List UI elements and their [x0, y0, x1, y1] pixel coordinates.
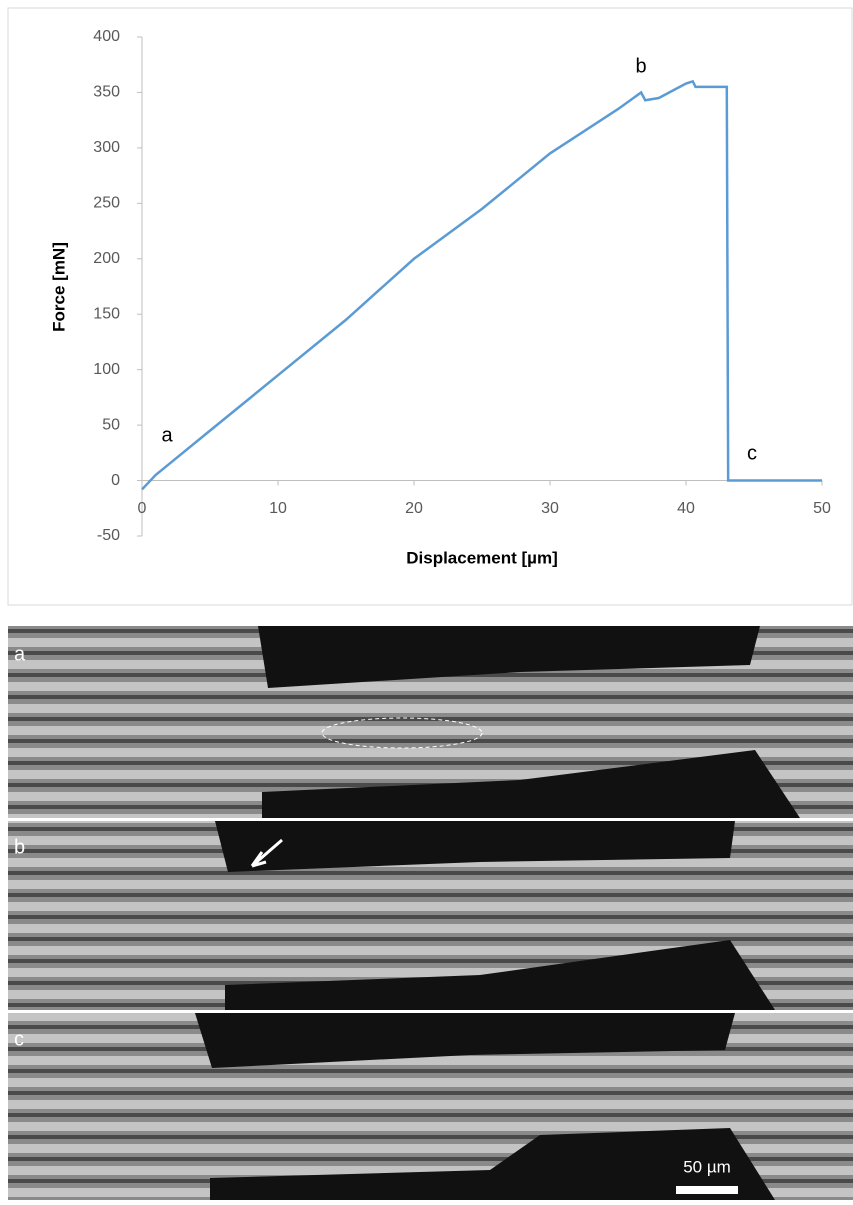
y-tick-label: 250	[93, 195, 120, 212]
data-line	[141, 79, 822, 491]
x-axis-title: Displacement [µm]	[406, 548, 558, 567]
panel-label: b	[14, 836, 25, 858]
annotation: c	[747, 442, 757, 464]
panel-label: c	[14, 1028, 24, 1050]
y-tick-label: -50	[97, 527, 120, 544]
x-tick-label: 0	[138, 500, 147, 517]
scale-bar-label: 50 µm	[683, 1157, 731, 1176]
micrograph-b	[8, 821, 853, 1010]
x-tick-label: 30	[541, 500, 559, 517]
micrograph-a	[8, 626, 853, 818]
annotation: a	[161, 424, 173, 446]
x-tick-label: 40	[677, 500, 695, 517]
x-tick-label: 50	[813, 500, 831, 517]
y-tick-label: 100	[93, 361, 120, 378]
y-tick-label: 150	[93, 305, 120, 322]
y-tick-label: 400	[93, 28, 120, 45]
y-axis-title: Force [mN]	[49, 242, 68, 332]
panel-label: a	[14, 643, 26, 665]
y-tick-label: 200	[93, 250, 120, 267]
x-tick-label: 10	[269, 500, 287, 517]
y-tick-label: 350	[93, 84, 120, 101]
annotation: b	[635, 55, 646, 77]
chart-frame	[7, 7, 853, 606]
y-tick-label: 300	[93, 139, 120, 156]
y-tick-label: 50	[102, 416, 120, 433]
y-tick-label: 0	[111, 472, 120, 489]
x-tick-label: 20	[405, 500, 423, 517]
micrograph-c	[8, 1013, 853, 1200]
